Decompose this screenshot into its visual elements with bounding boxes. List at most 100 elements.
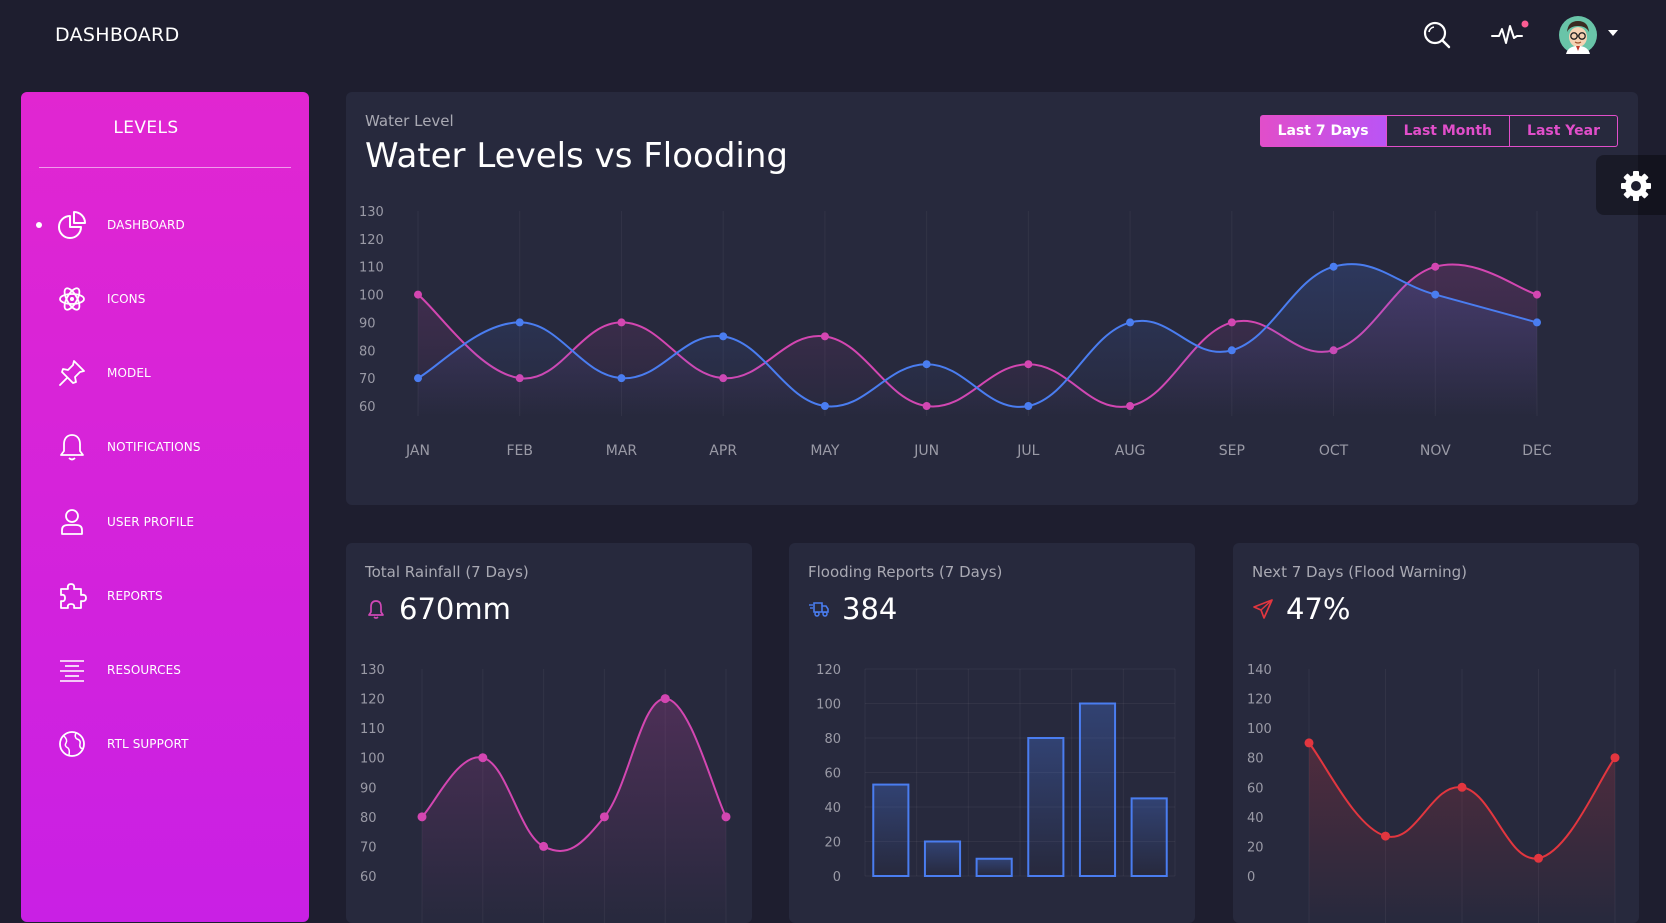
sidebar-item-label: USER PROFILE (107, 515, 195, 529)
bar (872, 783, 910, 877)
avatar[interactable] (1558, 15, 1598, 55)
x-tick-label: AUG (1115, 443, 1146, 459)
sidebar-item-dashboard[interactable]: DASHBOARD (21, 205, 309, 245)
y-tick-label: 20 (1247, 840, 1264, 855)
data-point (617, 374, 626, 383)
data-point (1457, 782, 1467, 792)
y-tick-label: 80 (360, 811, 377, 826)
y-tick-label: 100 (816, 698, 841, 713)
sidebar-divider (39, 167, 291, 168)
last-year-button[interactable]: Last Year (1510, 115, 1618, 147)
bell-icon (365, 598, 387, 620)
sidebar-item-label: REPORTS (107, 589, 163, 603)
flood-warning-chart: 0 20 40 60 80 100 120 140 (1247, 663, 1620, 923)
card-category: Water Level (365, 112, 454, 130)
sidebar-item-resources[interactable]: RESOURCES (21, 650, 309, 690)
y-tick-label: 0 (1247, 870, 1255, 885)
x-tick-label: APR (709, 443, 737, 459)
search-icon[interactable] (1420, 18, 1454, 52)
x-tick-label: JAN (405, 443, 430, 459)
y-tick-label: 90 (359, 316, 376, 331)
x-tick-label: JUL (1016, 443, 1039, 459)
data-point (417, 812, 427, 822)
sidebar-item-icons[interactable]: ICONS (21, 279, 309, 319)
y-tick-label: 110 (359, 261, 384, 276)
data-point (1534, 853, 1543, 863)
series-area (418, 264, 1537, 416)
flooding-reports-chart: 0 20 40 60 80 100 120 (816, 663, 1176, 885)
rainfall-chart: 60 70 80 90 100 110 120 130 (360, 663, 731, 923)
series-area (1309, 742, 1615, 923)
data-point (660, 694, 670, 704)
sidebar-item-label: NOTIFICATIONS (107, 440, 201, 454)
card-value: 47% (1286, 592, 1351, 626)
sidebar-item-label: ICONS (107, 292, 146, 306)
data-point (1304, 738, 1314, 748)
data-point (414, 374, 422, 383)
y-tick-label: 40 (824, 801, 841, 816)
bar (1130, 797, 1168, 877)
period-toggle: Last 7 Days Last Month Last Year (1259, 115, 1618, 147)
water-levels-chart: 60 70 80 90 100 110 120 130 JAN FEB MAR APR MAY JUN JU… (359, 205, 1552, 459)
card-heading: Flooding Reports (7 Days) (808, 563, 1003, 581)
notification-dot (1521, 20, 1529, 28)
total-rainfall-card: Total Rainfall (7 Days) 670mm 60 70 80 90 10… (346, 543, 752, 923)
sidebar-item-model[interactable]: MODEL (21, 353, 309, 393)
x-tick-label: DEC (1522, 443, 1552, 459)
atom-icon (56, 283, 88, 315)
card-value: 384 (842, 592, 898, 626)
pulse-icon[interactable] (1490, 18, 1529, 52)
y-tick-label: 0 (833, 870, 841, 885)
y-tick-label: 130 (360, 663, 385, 678)
y-tick-label: 120 (359, 233, 384, 248)
y-tick-label: 80 (824, 732, 841, 747)
data-point (1610, 753, 1620, 763)
sidebar-item-notifications[interactable]: NOTIFICATIONS (21, 427, 309, 467)
card-heading: Total Rainfall (7 Days) (365, 563, 529, 581)
y-tick-label: 140 (1247, 663, 1272, 678)
y-tick-label: 60 (1247, 781, 1264, 796)
card-title: Water Levels vs Flooding (365, 136, 788, 176)
sidebar-title[interactable]: LEVELS (113, 118, 179, 138)
delivery-truck-icon (808, 598, 830, 620)
x-tick-label: NOV (1420, 443, 1451, 459)
data-point (1227, 318, 1236, 327)
y-tick-label: 100 (1247, 722, 1272, 737)
data-point (1533, 318, 1541, 327)
card-heading: Next 7 Days (Flood Warning) (1252, 563, 1468, 581)
sidebar-item-label: MODEL (107, 366, 151, 380)
sidebar-item-reports[interactable]: REPORTS (21, 576, 309, 616)
user-icon (56, 506, 88, 538)
bar (923, 840, 962, 877)
active-indicator (36, 222, 42, 228)
card-value-row: 670mm (365, 591, 511, 627)
x-tick-label: SEP (1219, 443, 1245, 459)
data-point (1024, 360, 1033, 369)
bar (1078, 702, 1117, 877)
paper-plane-icon (1252, 598, 1274, 620)
y-tick-label: 40 (1247, 811, 1264, 826)
data-point (721, 812, 731, 822)
data-point (515, 318, 524, 327)
y-tick-label: 20 (824, 836, 841, 851)
last-month-button[interactable]: Last Month (1386, 115, 1511, 147)
water-levels-card: Water Level Water Levels vs Flooding Las… (346, 92, 1638, 505)
card-value-row: 384 (808, 591, 897, 627)
brand-title[interactable]: DASHBOARD (55, 24, 180, 46)
last-7-days-button[interactable]: Last 7 Days (1259, 115, 1387, 147)
x-tick-label: MAY (810, 443, 840, 459)
bell-icon (56, 431, 88, 463)
flooding-reports-card: Flooding Reports (7 Days) 384 0 20 40 60 80 1… (789, 543, 1195, 923)
sidebar-item-user-profile[interactable]: USER PROFILE (21, 502, 309, 542)
sidebar-item-rtl-support[interactable]: RTL SUPPORT (21, 724, 309, 764)
caret-down-icon[interactable] (1608, 30, 1618, 36)
sidebar-item-label: RESOURCES (107, 663, 181, 677)
data-point (1431, 290, 1440, 299)
x-tick-label: JUN (913, 443, 939, 459)
data-point (719, 332, 728, 341)
data-point (599, 812, 609, 822)
settings-tab[interactable] (1596, 155, 1666, 215)
y-tick-label: 100 (360, 752, 385, 767)
gear-icon (1621, 171, 1651, 201)
series-area (422, 698, 726, 923)
